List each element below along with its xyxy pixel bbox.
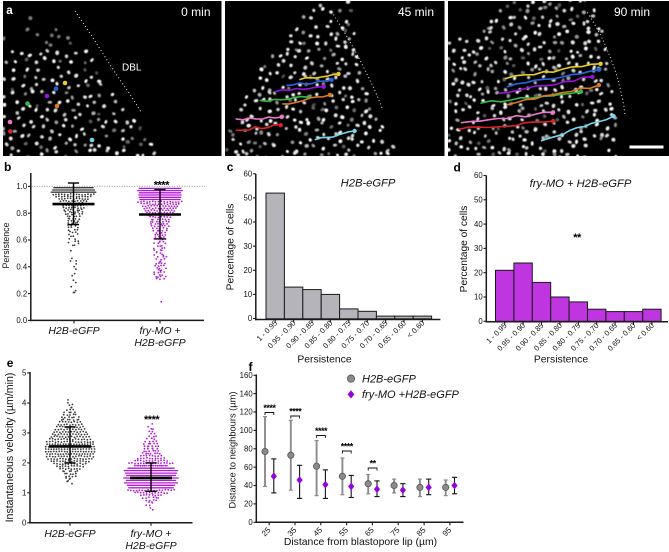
svg-text:c: c — [227, 160, 234, 174]
svg-text:2: 2 — [22, 459, 26, 468]
svg-text:DBL: DBL — [122, 63, 142, 74]
svg-text:10: 10 — [244, 290, 253, 299]
svg-text:0.0: 0.0 — [16, 316, 28, 325]
svg-text:60: 60 — [474, 171, 483, 180]
svg-text:50: 50 — [474, 196, 483, 205]
svg-text:0.8: 0.8 — [16, 209, 27, 218]
svg-text:10: 10 — [474, 293, 483, 302]
svg-text:Instantaneous velocity (µm/min: Instantaneous velocity (µm/min) — [4, 373, 16, 523]
svg-text:60: 60 — [244, 170, 253, 179]
svg-text:fry-MO +: fry-MO + — [139, 325, 180, 337]
svg-text:H2B-eGFP: H2B-eGFP — [44, 528, 95, 540]
svg-text:0: 0 — [478, 317, 483, 326]
svg-text:80: 80 — [244, 445, 253, 454]
svg-text:4: 4 — [22, 399, 27, 408]
svg-text:40: 40 — [474, 220, 483, 229]
svg-text:****: **** — [315, 426, 328, 436]
svg-text:0: 0 — [248, 314, 253, 323]
svg-text:****: **** — [144, 414, 160, 426]
svg-text:40: 40 — [244, 218, 253, 227]
svg-text:H2B-eGFP: H2B-eGFP — [125, 540, 176, 552]
svg-text:a: a — [6, 5, 13, 17]
svg-text:20: 20 — [474, 268, 483, 277]
svg-text:**: ** — [370, 459, 377, 469]
svg-text:140: 140 — [240, 389, 254, 398]
svg-text:60: 60 — [244, 463, 253, 472]
svg-text:50: 50 — [244, 194, 253, 203]
svg-text:fry-MO + H2B-eGFP: fry-MO + H2B-eGFP — [530, 178, 632, 190]
svg-text:Persistence: Persistence — [1, 222, 11, 268]
svg-text:b: b — [4, 160, 11, 174]
svg-text:Persistence: Persistence — [297, 355, 352, 366]
svg-text:H2B-eGFP: H2B-eGFP — [48, 325, 99, 337]
svg-text:45 min: 45 min — [398, 5, 434, 19]
svg-text:Percentage of cells: Percentage of cells — [226, 204, 237, 291]
svg-text:90 min: 90 min — [614, 5, 650, 19]
svg-text:20: 20 — [244, 500, 253, 509]
svg-text:Distance from blastopore lip (: Distance from blastopore lip (µm) — [284, 537, 437, 548]
svg-text:Persistence: Persistence — [534, 355, 589, 366]
svg-text:d: d — [454, 161, 461, 175]
svg-text:1.0: 1.0 — [16, 182, 28, 191]
svg-text:40: 40 — [244, 481, 253, 490]
svg-text:100: 100 — [240, 426, 254, 435]
svg-text:30: 30 — [474, 244, 483, 253]
svg-text:****: **** — [341, 442, 354, 452]
svg-text:e: e — [7, 356, 14, 370]
svg-text:0: 0 — [22, 519, 27, 528]
svg-text:H2B-eGFP: H2B-eGFP — [134, 337, 185, 349]
svg-text:Percentage of cells: Percentage of cells — [459, 206, 470, 293]
svg-text:120: 120 — [240, 408, 254, 417]
svg-text:0.2: 0.2 — [16, 289, 27, 298]
svg-text:H2B-eGFP: H2B-eGFP — [362, 373, 416, 385]
svg-text:0: 0 — [248, 518, 253, 527]
svg-text:30: 30 — [244, 242, 253, 251]
svg-text:fry-MO +: fry-MO + — [130, 528, 171, 540]
svg-text:0 min: 0 min — [181, 5, 210, 19]
svg-text:160: 160 — [240, 371, 254, 380]
svg-text:****: **** — [289, 407, 302, 417]
svg-text:**: ** — [573, 232, 582, 244]
svg-text:5: 5 — [22, 369, 27, 378]
svg-text:0.4: 0.4 — [16, 263, 28, 272]
svg-text:H2B-eGFP: H2B-eGFP — [341, 178, 396, 190]
svg-text:3: 3 — [22, 429, 26, 438]
svg-text:fry-MO +H2B-eGFP: fry-MO +H2B-eGFP — [362, 389, 460, 401]
svg-text:20: 20 — [244, 266, 253, 275]
svg-text:Distance to neighbours (µm): Distance to neighbours (µm) — [228, 392, 238, 509]
svg-text:****: **** — [263, 403, 276, 413]
svg-text:0.6: 0.6 — [16, 236, 27, 245]
svg-text:f: f — [249, 360, 254, 374]
svg-text:1: 1 — [22, 489, 26, 498]
